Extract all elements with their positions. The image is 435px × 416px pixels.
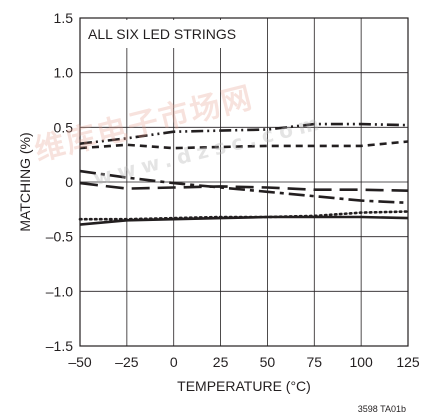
x-tick-label: –50 bbox=[68, 354, 92, 370]
x-tick-label: 100 bbox=[349, 354, 373, 370]
x-axis-label: TEMPERATURE (°C) bbox=[177, 378, 311, 394]
x-tick-label: 25 bbox=[213, 354, 229, 370]
grid bbox=[80, 18, 408, 346]
y-tick-label: 1.0 bbox=[54, 65, 74, 81]
title-box bbox=[82, 20, 252, 48]
figure-id: 3598 TA01b bbox=[358, 404, 406, 414]
y-tick-label: 0 bbox=[65, 174, 73, 190]
y-tick-label: 1.5 bbox=[54, 10, 74, 26]
x-tick-label: 125 bbox=[396, 354, 420, 370]
series-line-short-dash bbox=[79, 140, 409, 150]
series-group bbox=[78, 122, 410, 226]
y-tick-label: –1.0 bbox=[46, 283, 73, 299]
series-line-long-short-dash bbox=[79, 169, 409, 205]
y-tick-labels: –1.5 –1.0 –0.5 0 0.5 1.0 1.5 bbox=[46, 10, 73, 354]
series-line-solid bbox=[79, 215, 409, 226]
series-line-long-dash bbox=[79, 181, 409, 192]
y-axis-label: MATCHING (%) bbox=[17, 132, 33, 231]
y-tick-label: –1.5 bbox=[46, 338, 73, 354]
x-tick-label: 50 bbox=[260, 354, 276, 370]
x-tick-labels: –50 –25 0 25 50 75 100 125 bbox=[68, 354, 420, 370]
chart-title: ALL SIX LED STRINGS bbox=[88, 26, 236, 42]
y-tick-label: –0.5 bbox=[46, 229, 73, 245]
y-tick-label: 0.5 bbox=[54, 119, 74, 135]
x-tick-label: 0 bbox=[170, 354, 178, 370]
series-line-dash-dot-dot bbox=[79, 122, 409, 145]
x-tick-label: 75 bbox=[306, 354, 322, 370]
x-tick-label: –25 bbox=[115, 354, 139, 370]
